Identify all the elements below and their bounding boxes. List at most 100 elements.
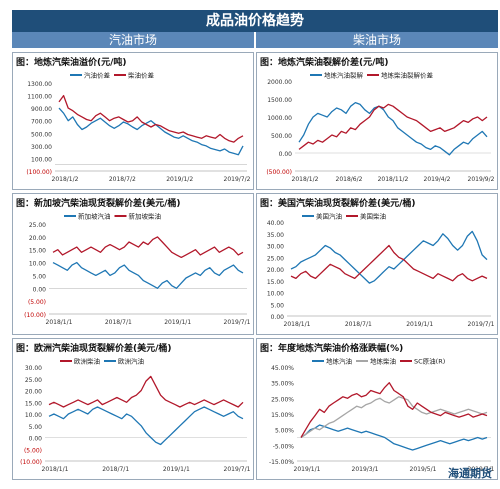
y-tick-label: (10.00): [20, 459, 42, 466]
legend-label: 新加坡汽油: [78, 212, 111, 221]
x-tick-label: 2019/1/1: [163, 466, 190, 473]
chart-title: 图：地炼汽柴油溢价(元/吨): [16, 58, 127, 68]
y-tick-label: 25.00: [25, 377, 42, 384]
page-title: 成品油价格趋势: [12, 10, 498, 32]
legend-label: 欧洲汽油: [118, 357, 144, 366]
x-tick-label: 2019/1/1: [294, 466, 321, 473]
legend-entry: 新加坡柴油: [114, 212, 161, 221]
x-tick-label: 2019/3/1: [352, 466, 379, 473]
series-line: [300, 424, 488, 451]
y-tick-label: (10.00): [24, 312, 46, 319]
x-tick-label: 2019/5/1: [410, 466, 437, 473]
y-tick-label: 25.00: [29, 222, 46, 229]
y-tick-label: (5.00): [28, 299, 46, 306]
legend-entry: SC原油(R): [400, 357, 445, 366]
chart-title: 图：美国汽柴油现货裂解价差(美元/桶): [260, 199, 416, 209]
y-tick-label: 2000.00: [267, 79, 292, 86]
legend-entry: 新加坡汽油: [64, 212, 111, 221]
chart-title: 图：新加坡汽柴油现货裂解价差(美元/桶): [16, 199, 181, 209]
y-tick-label: 5.00: [271, 302, 285, 309]
y-tick-label: 30.00: [267, 244, 284, 251]
x-tick-label: 2019/7/1: [224, 466, 251, 473]
y-tick-label: -15.00%: [269, 459, 294, 466]
chart-panel-us-crack: 图：美国汽柴油现货裂解价差(美元/桶) 40.00 35.00 30.00 25.00…: [256, 193, 498, 335]
y-tick-label: 0.00: [279, 151, 293, 158]
chart-title: 图：欧洲汽柴油现货裂解价差(美元/桶): [16, 344, 172, 354]
y-tick-label: (5.00): [24, 447, 42, 454]
chart-svg: 45.00% 35.00% 25.00% 15.00% 5.00% -5.00% -15.0…: [269, 357, 495, 474]
x-tick-label: 2019/9/2: [468, 176, 495, 183]
legend-label: 地炼汽油: [326, 357, 352, 366]
chart-svg: 30.00 25.00 20.00 15.00 10.00 5.00 0.00 (5.00) (…: [20, 357, 251, 474]
y-tick-label: 0.00: [271, 314, 285, 321]
series-line: [58, 94, 244, 143]
chart-svg: 40.00 35.00 30.00 25.00 20.00 15.00 10.00 5.00 0…: [267, 212, 495, 329]
legend-label: 地炼汽油裂解: [324, 71, 364, 80]
y-tick-label: 15.00: [25, 400, 42, 407]
chart-panel-local-refinery-crack: 图：地炼汽柴油裂解价差(元/吨) 2000.00 1500.00 1000.00 50…: [256, 52, 498, 190]
y-tick-label: 30.00: [25, 365, 42, 372]
y-tick-label: 15.00: [29, 248, 46, 255]
legend-entry: 欧洲柴油: [60, 357, 100, 366]
x-tick-label: 2018/11/2: [378, 176, 409, 183]
y-tick-label: 700.00: [31, 119, 52, 126]
chart-panel-local-refinery-premium: 图：地炼汽柴油溢价(元/吨) 1300.00 1100.00 900.00 700.0…: [12, 52, 254, 190]
series-line: [300, 396, 488, 439]
legend-entry: 地炼柴油: [356, 357, 396, 366]
y-tick-label: 5.00%: [275, 428, 294, 435]
legend-label: 美国汽油: [316, 212, 342, 221]
gasoline-section-header: 汽油市场: [12, 32, 254, 48]
x-tick-label: 2019/4/2: [424, 176, 451, 183]
legend-entry: 汽油价差: [70, 71, 111, 80]
y-tick-label: 20.00: [25, 389, 42, 396]
x-tick-label: 2018/1/1: [284, 321, 311, 328]
y-tick-label: 10.00: [267, 291, 284, 298]
legend-label: SC原油(R): [414, 357, 445, 366]
legend-entry: 美国汽油: [302, 212, 342, 221]
series-line: [298, 103, 488, 150]
chart-title: 图：地炼汽柴油裂解价差(元/吨): [260, 58, 389, 68]
series-line: [48, 406, 244, 446]
legend-entry: 柴油价差: [114, 71, 155, 80]
x-tick-label: 2019/7/1: [468, 321, 495, 328]
y-tick-label: 1500.00: [267, 97, 292, 104]
legend-entry: 欧洲汽油: [104, 357, 144, 366]
watermark-logo: 海通期货: [448, 467, 492, 480]
y-tick-label: 15.00: [267, 279, 284, 286]
chart-svg: 2000.001500.001000.00500.000.00(500.00)2…: [266, 71, 495, 184]
y-tick-label: 10.00: [29, 261, 46, 268]
chart-panel-europe-crack: 图：欧洲汽柴油现货裂解价差(美元/桶) 30.00 25.00 20.00 15.00…: [12, 338, 254, 480]
y-tick-label: 1300.00: [27, 81, 52, 88]
legend-label: 地炼柴油裂解价差: [381, 71, 434, 80]
legend-label: 柴油价差: [128, 71, 155, 80]
chart-panel-annual-change: 图：年度地炼汽柴油价格涨跌幅(%) 45.00% 35.00% 25.00% 15.0…: [256, 338, 498, 480]
series-line: [52, 236, 244, 259]
series-line: [58, 107, 244, 156]
legend-label: 汽油价差: [84, 71, 111, 80]
y-tick-label: 300.00: [31, 144, 52, 151]
chart-svg: 25.00 20.00 15.00 10.00 5.00 0.00 (5.00) (10.00…: [24, 212, 251, 327]
legend-entry: 地炼柴油裂解价差: [367, 71, 434, 80]
x-tick-label: 2018/1/2: [52, 176, 79, 183]
y-tick-label: 40.00: [267, 220, 284, 227]
y-tick-label: 20.00: [29, 235, 46, 242]
x-tick-label: 2018/7/1: [102, 466, 129, 473]
y-tick-label: 1000.00: [267, 115, 292, 122]
x-tick-label: 2019/7/2: [224, 176, 251, 183]
y-tick-label: 25.00: [267, 255, 284, 262]
series-line: [48, 375, 244, 408]
legend-entry: 地炼汽油裂解: [310, 71, 364, 80]
y-tick-label: 500.00: [271, 133, 292, 140]
x-tick-label: 2018/1/2: [292, 176, 319, 183]
x-tick-label: 2018/7/1: [105, 319, 132, 326]
y-tick-label: 35.00: [267, 232, 284, 239]
x-tick-label: 2018/7/1: [345, 321, 372, 328]
x-tick-label: 2019/7/1: [224, 319, 251, 326]
series-line: [300, 382, 488, 438]
chart-svg: 1300.00 1100.00 900.00 700.00 500.00 300.00 10…: [26, 71, 251, 184]
x-tick-label: 2018/6/2: [336, 176, 363, 183]
legend-entry: 地炼汽油: [312, 357, 352, 366]
x-tick-label: 2018/1/1: [46, 319, 73, 326]
y-tick-label: (500.00): [266, 169, 292, 176]
diesel-section-header: 柴油市场: [256, 32, 498, 48]
